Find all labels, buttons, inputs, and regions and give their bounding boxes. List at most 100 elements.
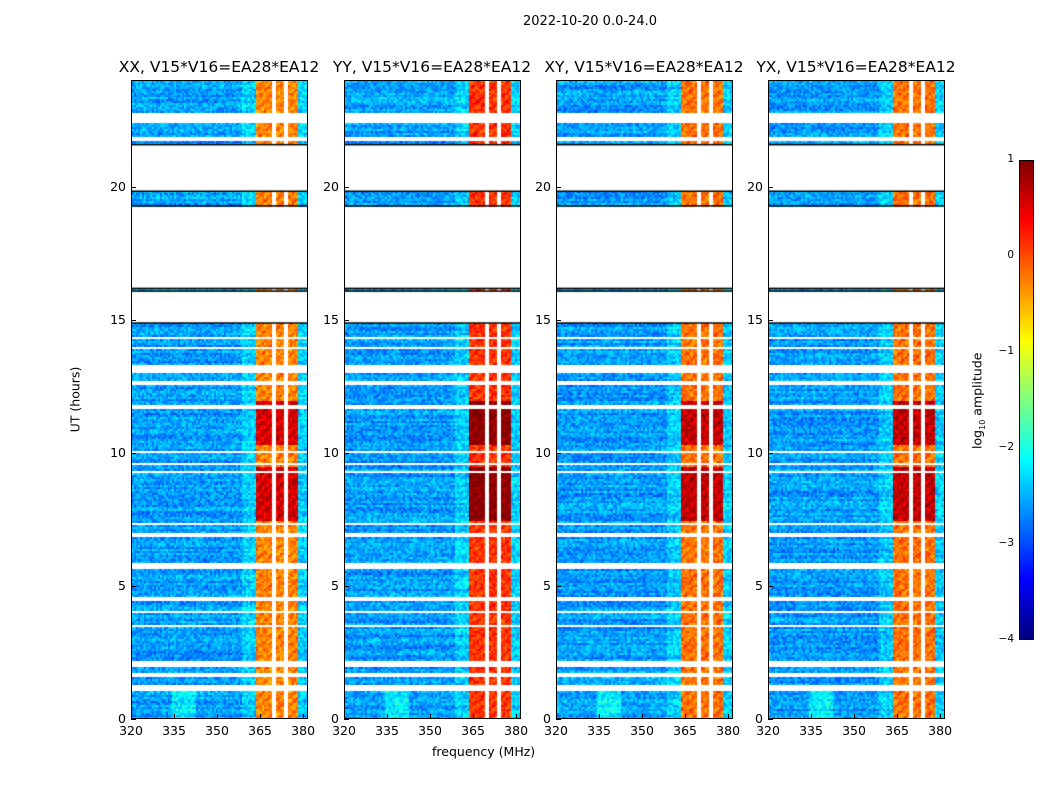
x-tick-label: 350 xyxy=(842,723,866,738)
y-tick-label: 15 xyxy=(747,311,763,327)
y-tick xyxy=(768,452,773,454)
y-tick-label: 15 xyxy=(323,311,339,327)
x-tick-label: 320 xyxy=(544,723,568,738)
y-tick-label: 5 xyxy=(118,577,126,593)
colorbar-label: log10 amplitude xyxy=(969,353,987,449)
y-tick-label: 0 xyxy=(331,711,339,726)
x-tick-label: 380 xyxy=(504,723,529,738)
panel-title: XY, V15*V16=EA28*EA12 xyxy=(544,58,744,76)
x-tick-label: 335 xyxy=(162,723,186,738)
x-tick-label: 320 xyxy=(332,723,356,738)
y-tick xyxy=(344,452,349,454)
x-tick-label: 335 xyxy=(799,723,823,738)
x-tick-label: 365 xyxy=(248,723,272,738)
x-tick-label: 365 xyxy=(673,723,697,738)
y-tick xyxy=(131,319,136,321)
colorbar-tick-label: −4 xyxy=(998,633,1014,645)
x-tick xyxy=(642,714,644,719)
x-tick xyxy=(387,714,389,719)
x-tick-label: 380 xyxy=(291,723,316,738)
heatmap-cells xyxy=(557,81,732,718)
heatmap-cells xyxy=(769,81,944,718)
y-tick-label: 0 xyxy=(755,711,763,726)
x-tick xyxy=(940,714,942,719)
y-tick-label: 20 xyxy=(747,178,763,194)
panel-title: YX, V15*V16=EA28*EA12 xyxy=(756,58,956,76)
x-tick xyxy=(854,714,856,719)
colorbar-tick-label: −2 xyxy=(998,441,1014,453)
x-tick xyxy=(217,714,219,719)
y-tick xyxy=(768,719,773,720)
colorbar-label-sub: 10 xyxy=(977,419,987,430)
y-tick xyxy=(344,186,349,188)
y-tick xyxy=(344,719,349,720)
y-tick-label: 0 xyxy=(118,711,126,726)
y-tick xyxy=(556,319,561,321)
x-tick xyxy=(344,714,345,719)
x-tick-label: 350 xyxy=(205,723,229,738)
y-tick xyxy=(131,585,136,587)
y-tick xyxy=(131,719,136,720)
x-tick-label: 320 xyxy=(119,723,143,738)
heatmap-cells xyxy=(345,81,520,718)
x-tick-label: 350 xyxy=(418,723,442,738)
x-tick xyxy=(303,714,305,719)
y-tick-label: 20 xyxy=(323,178,339,194)
colorbar-tick-label: −3 xyxy=(998,537,1014,549)
y-tick xyxy=(768,585,773,587)
heatmap-cells xyxy=(132,81,307,718)
y-axis-label: UT (hours) xyxy=(67,366,83,433)
heatmap-panel-yy xyxy=(344,80,521,719)
x-tick xyxy=(131,714,132,719)
colorbar xyxy=(1019,160,1034,640)
x-tick-label: 335 xyxy=(587,723,611,738)
x-tick xyxy=(473,714,475,719)
colorbar-label-rest: amplitude xyxy=(969,352,985,420)
x-axis-label: frequency (MHz) xyxy=(432,744,536,759)
y-tick xyxy=(556,585,561,587)
y-tick-label: 15 xyxy=(110,311,126,327)
y-tick xyxy=(344,585,349,587)
y-tick-label: 5 xyxy=(331,577,339,593)
y-tick-label: 10 xyxy=(535,444,551,460)
y-tick xyxy=(556,452,561,454)
y-tick-label: 10 xyxy=(747,444,763,460)
y-tick xyxy=(768,186,773,188)
x-tick-label: 350 xyxy=(630,723,654,738)
x-tick xyxy=(728,714,730,719)
x-tick xyxy=(516,714,518,719)
y-tick xyxy=(344,319,349,321)
y-tick-label: 10 xyxy=(323,444,339,460)
y-tick xyxy=(131,452,136,454)
x-tick-label: 320 xyxy=(756,723,780,738)
x-tick xyxy=(685,714,687,719)
x-tick-label: 365 xyxy=(461,723,485,738)
y-tick-label: 5 xyxy=(543,577,551,593)
y-tick-label: 15 xyxy=(535,311,551,327)
colorbar-tick-label: 0 xyxy=(1007,249,1014,261)
y-tick xyxy=(131,186,136,188)
x-tick-label: 380 xyxy=(928,723,953,738)
x-tick xyxy=(556,714,557,719)
colorbar-tick-label: 1 xyxy=(1007,153,1014,165)
panel-title: XX, V15*V16=EA28*EA12 xyxy=(118,58,320,76)
x-tick xyxy=(768,714,769,719)
figure-title: 2022-10-20 0.0-24.0 xyxy=(523,14,657,29)
x-tick-label: 380 xyxy=(716,723,741,738)
panel-title: YY, V15*V16=EA28*EA12 xyxy=(332,58,532,76)
x-tick-label: 365 xyxy=(885,723,909,738)
y-tick-label: 10 xyxy=(110,444,126,460)
colorbar-tick-label: −1 xyxy=(998,345,1014,357)
x-tick xyxy=(897,714,899,719)
x-tick xyxy=(174,714,176,719)
x-tick xyxy=(599,714,601,719)
x-tick xyxy=(430,714,432,719)
y-tick-label: 20 xyxy=(110,178,126,194)
x-tick-label: 335 xyxy=(375,723,399,738)
y-tick-label: 0 xyxy=(543,711,551,726)
colorbar-label-main: log xyxy=(969,429,985,449)
heatmap-panel-xy xyxy=(556,80,733,719)
y-tick-label: 20 xyxy=(535,178,551,194)
heatmap-panel-yx xyxy=(768,80,945,719)
